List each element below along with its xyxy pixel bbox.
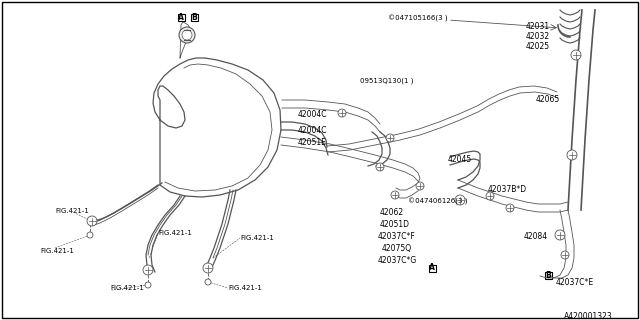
Text: 09513Q130(1 ): 09513Q130(1 ) (360, 78, 413, 84)
Circle shape (416, 182, 424, 190)
FancyBboxPatch shape (177, 13, 184, 20)
Text: A: A (429, 263, 435, 273)
Text: 42037C*E: 42037C*E (556, 278, 594, 287)
Circle shape (391, 191, 399, 199)
Circle shape (486, 192, 494, 200)
Text: FIG.421-1: FIG.421-1 (110, 285, 144, 291)
Circle shape (338, 109, 346, 117)
Text: B: B (191, 12, 197, 21)
Text: 42062: 42062 (380, 208, 404, 217)
Text: 42084: 42084 (524, 232, 548, 241)
Text: ©047406126(3 ): ©047406126(3 ) (408, 198, 467, 205)
Text: ©047105166(3 ): ©047105166(3 ) (388, 15, 447, 22)
Circle shape (455, 195, 465, 205)
Text: 42065: 42065 (536, 95, 560, 104)
Circle shape (571, 50, 581, 60)
Circle shape (87, 216, 97, 226)
Text: FIG.421-1: FIG.421-1 (55, 208, 89, 214)
Text: 42037C*F: 42037C*F (378, 232, 416, 241)
Text: 42075Q: 42075Q (382, 244, 412, 253)
Circle shape (561, 251, 569, 259)
Text: 42031: 42031 (526, 22, 550, 31)
Circle shape (145, 282, 151, 288)
Text: 42037B*D: 42037B*D (488, 185, 527, 194)
Text: A420001323: A420001323 (564, 312, 612, 320)
Text: 42037C*G: 42037C*G (378, 256, 417, 265)
Text: FIG.421-1: FIG.421-1 (40, 248, 74, 254)
Circle shape (506, 204, 514, 212)
Circle shape (205, 279, 211, 285)
Text: 42004C: 42004C (298, 126, 328, 135)
FancyBboxPatch shape (545, 271, 552, 278)
Text: A: A (178, 12, 184, 21)
Text: 42025: 42025 (526, 42, 550, 51)
Circle shape (143, 265, 153, 275)
Circle shape (376, 163, 384, 171)
Polygon shape (153, 58, 281, 197)
Circle shape (567, 150, 577, 160)
Circle shape (555, 230, 565, 240)
Text: FIG.421-1: FIG.421-1 (228, 285, 262, 291)
Text: 42051E: 42051E (298, 138, 327, 147)
FancyBboxPatch shape (191, 13, 198, 20)
Text: 42045: 42045 (448, 155, 472, 164)
Text: FIG.421-1: FIG.421-1 (158, 230, 192, 236)
Text: 42004C: 42004C (298, 110, 328, 119)
Circle shape (179, 27, 195, 43)
Circle shape (386, 134, 394, 142)
Text: 42051D: 42051D (380, 220, 410, 229)
FancyBboxPatch shape (429, 265, 435, 271)
Text: FIG.421-1: FIG.421-1 (240, 235, 274, 241)
Text: B: B (545, 270, 551, 279)
Circle shape (203, 263, 213, 273)
Circle shape (182, 30, 192, 40)
Circle shape (87, 232, 93, 238)
Text: 42032: 42032 (526, 32, 550, 41)
